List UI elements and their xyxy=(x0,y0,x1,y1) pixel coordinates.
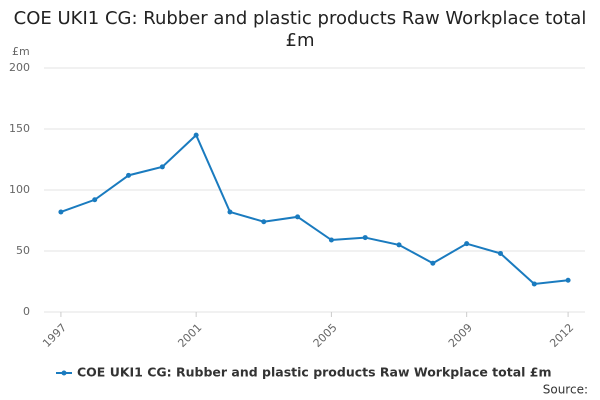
point xyxy=(295,214,301,220)
x-tick-label: 2009 xyxy=(446,321,475,350)
y-tick-label: 50 xyxy=(16,244,30,257)
series-line xyxy=(60,133,569,285)
point xyxy=(159,164,165,170)
x-tick-label: 2005 xyxy=(311,321,340,350)
point xyxy=(430,260,436,266)
legend-label: COE UKI1 CG: Rubber and plastic products… xyxy=(77,365,552,380)
y-tick-label: 200 xyxy=(9,61,30,74)
point xyxy=(464,241,470,247)
point xyxy=(328,237,334,243)
point xyxy=(362,235,368,241)
point xyxy=(261,219,267,225)
point xyxy=(58,209,64,215)
point xyxy=(565,277,571,283)
y-tick-label: 100 xyxy=(9,183,30,196)
source: Source: xyxy=(543,383,588,397)
chart-title: COE UKI1 CG: Rubber and plastic products… xyxy=(13,8,587,51)
point xyxy=(227,209,233,215)
point xyxy=(193,132,199,138)
legend-marker xyxy=(61,370,67,376)
x-tick-label: 1997 xyxy=(40,321,69,350)
point xyxy=(531,281,537,287)
x-tick-label: 2001 xyxy=(175,321,204,350)
y-unit: £m xyxy=(12,45,30,58)
point xyxy=(497,250,503,256)
y-tick-label: 0 xyxy=(23,305,30,318)
x-tick-label: 2012 xyxy=(547,321,576,350)
point xyxy=(92,197,98,203)
point xyxy=(396,242,402,248)
y-tick-label: 150 xyxy=(9,122,30,135)
point xyxy=(126,172,132,178)
